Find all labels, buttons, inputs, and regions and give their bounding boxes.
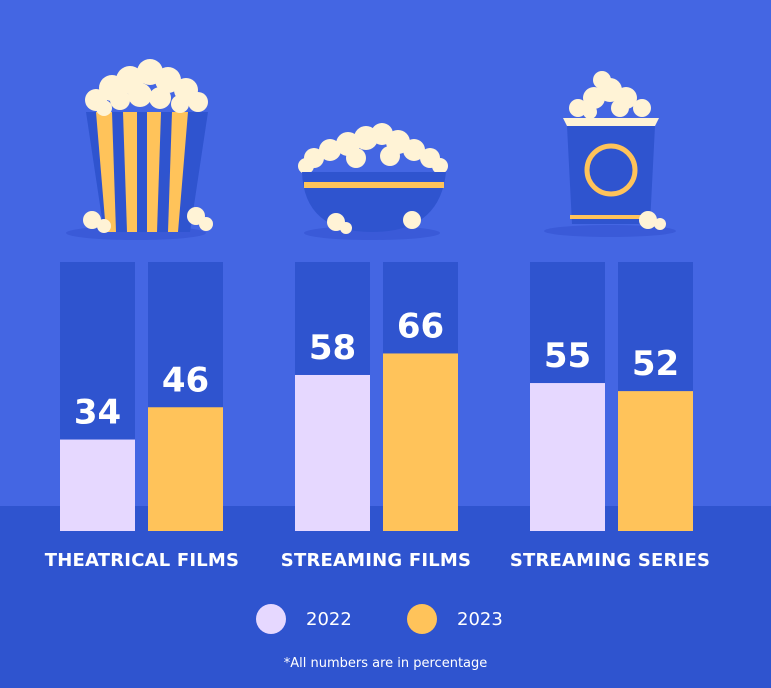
category-label-theatrical-films: THEATRICAL FILMS — [44, 550, 240, 571]
bar-value-label-streaming-series-2023: 52 — [632, 344, 679, 384]
bar-value-label-theatrical-films-2022: 34 — [74, 393, 121, 433]
legend: 2022 2023 — [0, 602, 771, 636]
legend-label-2023: 2023 — [457, 608, 503, 630]
bar-theatrical-films-2023 — [148, 407, 223, 531]
bars-layer: 34 46 58 66 55 52 — [60, 262, 693, 531]
bar-streaming-films-2023 — [383, 353, 458, 531]
bar-value-label-streaming-films-2023: 66 — [397, 306, 444, 346]
bar-theatrical-films-2022 — [60, 439, 135, 531]
bar-value-label-streaming-series-2022: 55 — [544, 336, 591, 376]
popcorn-box-icon — [544, 71, 676, 237]
bar-streaming-series-2022 — [530, 383, 605, 531]
footnote: *All numbers are in percentage — [283, 656, 488, 671]
bottom-band — [0, 506, 771, 688]
category-label-streaming-series: STREAMING SERIES — [509, 550, 711, 571]
popcorn-bowl-icon — [298, 123, 448, 240]
legend-item-2023: 2023 — [407, 602, 503, 636]
legend-label-2022: 2022 — [306, 608, 352, 630]
bar-value-label-streaming-films-2022: 58 — [309, 328, 356, 368]
category-label-streaming-films: STREAMING FILMS — [280, 550, 472, 571]
legend-swatch-2022 — [256, 604, 286, 634]
legend-swatch-2023 — [407, 604, 437, 634]
bar-streaming-films-2022 — [295, 374, 370, 531]
bar-streaming-series-2023 — [618, 391, 693, 531]
popcorn-bucket-icon — [66, 59, 213, 240]
bar-value-label-theatrical-films-2023: 46 — [162, 360, 209, 400]
legend-item-2022: 2022 — [256, 602, 352, 636]
